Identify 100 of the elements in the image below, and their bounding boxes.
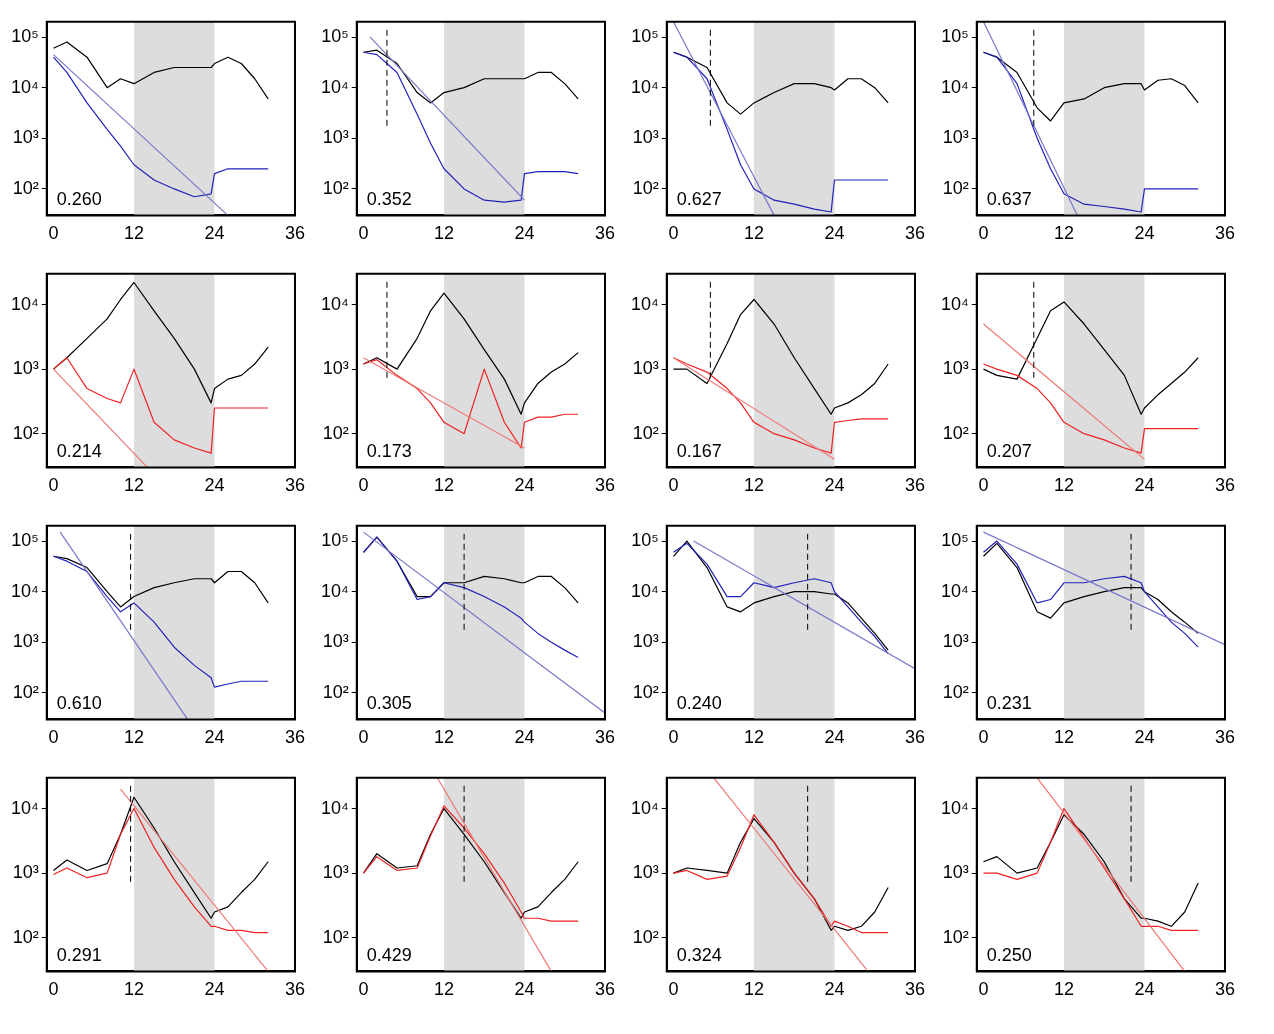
- y-tick-label: 10²: [632, 177, 659, 198]
- y-tick-label: 10²: [942, 926, 969, 947]
- x-tick-label: 0: [668, 979, 679, 1000]
- y-tick-label: 10⁵: [11, 26, 39, 47]
- y-tick-label: 10⁴: [630, 293, 659, 314]
- x-tick-label: 0: [358, 475, 369, 496]
- x-tick-label: 24: [824, 223, 845, 244]
- x-tick-label: 0: [978, 475, 989, 496]
- y-tick-label: 10³: [12, 862, 39, 883]
- y-tick-label: 10³: [942, 631, 969, 652]
- x-tick-label: 36: [1214, 727, 1235, 748]
- y-tick-label: 10⁴: [320, 293, 349, 314]
- x-tick-label: 12: [1053, 727, 1074, 748]
- x-tick-label: 36: [904, 727, 925, 748]
- y-tick-label: 10⁵: [11, 530, 39, 551]
- y-tick-label: 10⁴: [630, 76, 659, 97]
- x-tick-label: 24: [824, 727, 845, 748]
- x-tick-label: 0: [978, 727, 989, 748]
- y-tick-label: 10³: [322, 631, 349, 652]
- x-tick-label: 0: [48, 223, 59, 244]
- y-tick-label: 10²: [632, 681, 659, 702]
- x-tick-label: 24: [204, 727, 225, 748]
- annotation: 0.637: [986, 189, 1032, 210]
- x-tick-label: 36: [1214, 979, 1235, 1000]
- x-tick-label: 24: [824, 979, 845, 1000]
- x-tick-label: 24: [1134, 223, 1155, 244]
- annotation: 0.214: [56, 441, 102, 462]
- x-tick-label: 36: [284, 223, 305, 244]
- y-tick-label: 10²: [942, 422, 969, 443]
- y-tick-label: 10³: [632, 862, 659, 883]
- x-tick-label: 36: [904, 223, 925, 244]
- y-tick-label: 10⁴: [630, 797, 659, 818]
- y-tick-label: 10²: [12, 177, 39, 198]
- y-tick-label: 10⁴: [940, 76, 969, 97]
- x-tick-label: 36: [594, 727, 615, 748]
- x-tick-label: 24: [204, 979, 225, 1000]
- y-tick-label: 10⁴: [630, 580, 659, 601]
- x-tick-label: 12: [743, 475, 764, 496]
- x-tick-label: 12: [1053, 979, 1074, 1000]
- y-tick-label: 10⁴: [10, 293, 39, 314]
- y-tick-label: 10²: [322, 681, 349, 702]
- x-tick-label: 24: [1134, 727, 1155, 748]
- x-tick-label: 24: [514, 475, 535, 496]
- x-tick-label: 24: [514, 223, 535, 244]
- x-tick-label: 12: [1053, 475, 1074, 496]
- y-tick-label: 10⁴: [320, 580, 349, 601]
- annotation: 0.231: [986, 693, 1032, 714]
- y-tick-label: 10²: [632, 926, 659, 947]
- y-tick-label: 10⁵: [941, 530, 969, 551]
- x-tick-label: 0: [358, 727, 369, 748]
- x-tick-label: 36: [594, 223, 615, 244]
- y-tick-label: 10²: [322, 177, 349, 198]
- y-tick-label: 10²: [942, 681, 969, 702]
- x-tick-label: 36: [594, 979, 615, 1000]
- y-tick-label: 10⁵: [321, 530, 349, 551]
- y-tick-label: 10²: [322, 926, 349, 947]
- x-tick-label: 0: [978, 979, 989, 1000]
- y-tick-label: 10⁴: [940, 797, 969, 818]
- annotation: 0.305: [366, 693, 412, 714]
- x-tick-label: 12: [743, 223, 764, 244]
- x-tick-label: 12: [1053, 223, 1074, 244]
- y-tick-label: 10³: [632, 127, 659, 148]
- x-tick-label: 12: [123, 475, 144, 496]
- x-tick-label: 24: [514, 979, 535, 1000]
- annotation: 0.250: [986, 945, 1032, 966]
- y-tick-label: 10⁵: [321, 26, 349, 47]
- annotation: 0.173: [366, 441, 412, 462]
- x-tick-label: 24: [204, 223, 225, 244]
- x-tick-label: 36: [284, 475, 305, 496]
- y-tick-label: 10⁴: [320, 76, 349, 97]
- y-tick-label: 10⁴: [10, 797, 39, 818]
- y-tick-label: 10²: [942, 177, 969, 198]
- x-tick-label: 0: [668, 475, 679, 496]
- y-tick-label: 10³: [942, 862, 969, 883]
- annotation: 0.167: [676, 441, 722, 462]
- x-tick-label: 12: [123, 223, 144, 244]
- x-tick-label: 12: [743, 979, 764, 1000]
- x-tick-label: 12: [433, 475, 454, 496]
- annotation: 0.260: [56, 189, 102, 210]
- x-tick-label: 12: [433, 979, 454, 1000]
- x-tick-label: 24: [1134, 475, 1155, 496]
- x-tick-label: 36: [1214, 223, 1235, 244]
- x-tick-label: 0: [48, 475, 59, 496]
- x-tick-label: 12: [743, 727, 764, 748]
- x-tick-label: 0: [48, 727, 59, 748]
- x-tick-label: 12: [433, 223, 454, 244]
- y-tick-label: 10³: [632, 631, 659, 652]
- x-tick-label: 36: [904, 979, 925, 1000]
- y-tick-label: 10⁴: [940, 293, 969, 314]
- y-tick-label: 10²: [12, 681, 39, 702]
- y-tick-label: 10³: [322, 862, 349, 883]
- y-tick-label: 10²: [12, 926, 39, 947]
- x-tick-label: 0: [48, 979, 59, 1000]
- x-tick-label: 12: [123, 727, 144, 748]
- x-tick-label: 36: [594, 475, 615, 496]
- y-tick-label: 10⁵: [631, 26, 659, 47]
- y-tick-label: 10⁴: [10, 76, 39, 97]
- y-tick-label: 10²: [322, 422, 349, 443]
- x-tick-label: 36: [284, 727, 305, 748]
- y-tick-label: 10³: [632, 358, 659, 379]
